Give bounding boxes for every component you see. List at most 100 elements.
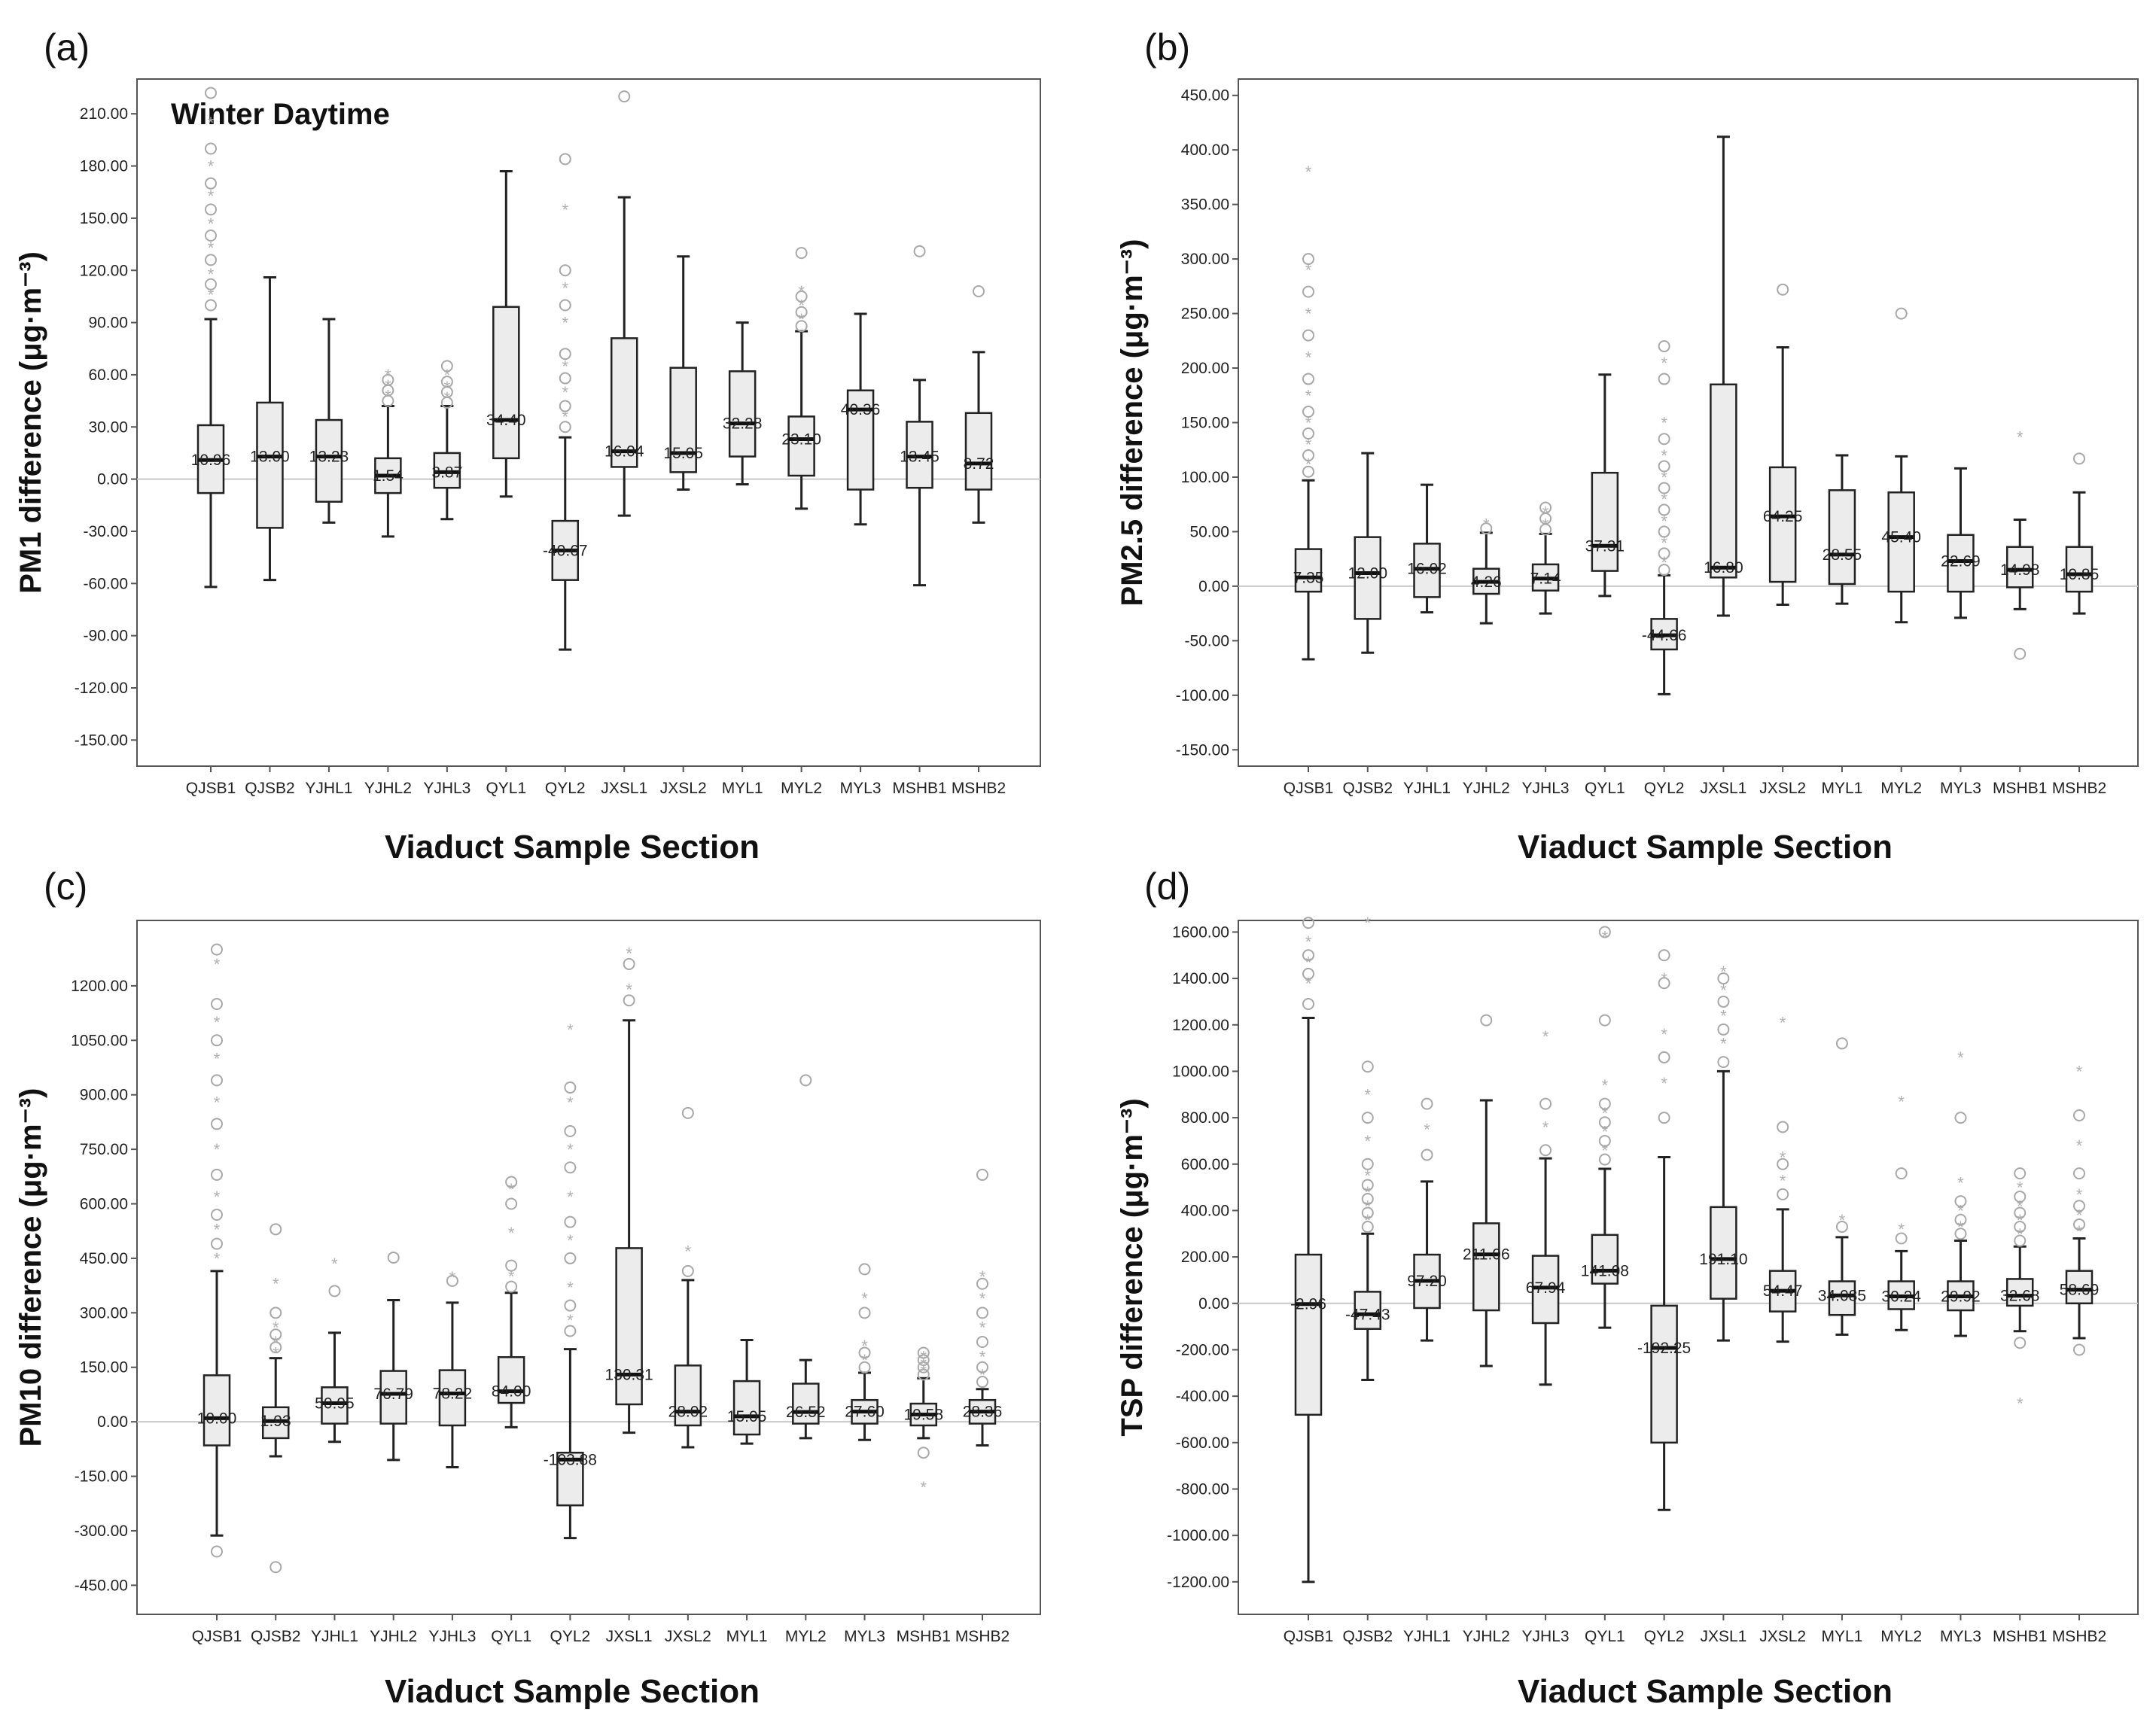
- extreme-point: *: [1305, 414, 1312, 433]
- median-value-label: 54.47: [1763, 1282, 1803, 1300]
- extreme-point: *: [2076, 1222, 2083, 1241]
- outlier-point: [1302, 427, 1314, 440]
- x-tick-label: MYL2: [781, 780, 822, 797]
- box-QJSB1: * * * * * * * 10.96 QJSB1: [186, 87, 236, 797]
- extreme-point: *: [1305, 261, 1312, 280]
- box-body: [964, 412, 993, 491]
- outlier-point: [1421, 1097, 1433, 1110]
- median-value-label: 10.00: [197, 1410, 237, 1427]
- extreme-point: *: [562, 407, 568, 426]
- median-value-label: 23.10: [781, 430, 821, 448]
- x-axis-title: Viaduct Sample Section: [1518, 1673, 1893, 1710]
- outlier-point: [1302, 373, 1314, 385]
- outlier-point: [1658, 433, 1670, 446]
- median-value-label: 10.96: [191, 452, 231, 469]
- extreme-point: *: [798, 296, 805, 315]
- panel-label: (a): [44, 26, 90, 68]
- outlier-point: [795, 247, 808, 260]
- median-value-label: 130.31: [604, 1366, 653, 1383]
- x-tick-label: QYL1: [1585, 1628, 1625, 1645]
- outlier-point: [505, 1280, 518, 1293]
- box-body: [732, 1380, 761, 1436]
- y-tick-label: -150.00: [75, 732, 128, 749]
- extreme-point: *: [1957, 1218, 1964, 1237]
- box-JXSL1: * * 130.31 JXSL1: [604, 944, 653, 1645]
- box-MYL3: 22.69 MYL3: [1940, 467, 1981, 797]
- box-YJHL3: * * 67.94 YJHL3: [1522, 1027, 1570, 1645]
- x-tick-label: QJSB2: [1343, 780, 1393, 797]
- extreme-point: *: [208, 239, 215, 257]
- extreme-point: *: [1602, 1141, 1609, 1160]
- box-body: [846, 389, 875, 491]
- box-JXSL1: 16.80 JXSL1: [1700, 135, 1746, 797]
- outlier-point: [795, 320, 808, 333]
- outlier-point: [1361, 1060, 1374, 1073]
- extreme-point: *: [920, 1478, 927, 1497]
- extreme-point: *: [1720, 981, 1727, 1000]
- extreme-point: *: [1661, 534, 1667, 552]
- box-MYL1: 15.05 MYL1: [726, 1339, 768, 1645]
- x-tick-label: MSHB2: [955, 1628, 1009, 1645]
- x-tick-label: QJSB2: [251, 1628, 301, 1645]
- x-tick-label: MYL1: [722, 780, 763, 797]
- box-body: [256, 401, 284, 529]
- y-tick-label: -800.00: [1176, 1480, 1229, 1498]
- box-YJHL2: * 4.26 YJHL2: [1463, 515, 1510, 797]
- y-tick-label: -600.00: [1176, 1434, 1229, 1452]
- x-tick-label: QJSB2: [245, 780, 295, 797]
- median-value-label: -103.88: [544, 1451, 597, 1468]
- outlier-point: [205, 177, 217, 190]
- extreme-point: *: [1898, 1093, 1905, 1112]
- y-tick-label: -150.00: [75, 1468, 128, 1486]
- extreme-point: *: [1898, 1220, 1905, 1239]
- box-body: [1591, 471, 1619, 572]
- x-tick-label: QYL1: [486, 780, 526, 797]
- outlier-point: [2014, 1337, 2027, 1349]
- box-body: [1947, 534, 1975, 593]
- box-JXSL1: 16.04 JXSL1: [601, 90, 647, 797]
- outlier-point: [1302, 917, 1314, 929]
- outlier-point: [1421, 1148, 1433, 1161]
- x-tick-label: MYL3: [1940, 1628, 1981, 1645]
- outlier-point: [211, 1168, 223, 1181]
- median-value-label: 13.00: [250, 449, 290, 466]
- outlier-point: [1302, 406, 1314, 418]
- outlier-point: [976, 1307, 988, 1319]
- outlier-point: [1658, 1051, 1670, 1063]
- median-value-label: 40.36: [841, 401, 881, 418]
- x-tick-label: JXSL2: [1759, 1628, 1806, 1645]
- extreme-point: *: [1661, 354, 1667, 373]
- outlier-point: [917, 1368, 930, 1381]
- outlier-point: [917, 1354, 930, 1367]
- x-tick-label: YJHL1: [305, 780, 352, 797]
- box-YJHL1: 13.23 YJHL1: [305, 318, 352, 797]
- extreme-point: *: [214, 955, 221, 974]
- x-tick-label: JXSL2: [1759, 780, 1806, 797]
- y-tick-label: 600.00: [1181, 1156, 1229, 1173]
- outlier-point: [505, 1176, 518, 1188]
- outlier-point: [2014, 1190, 2027, 1203]
- outlier-point: [270, 1341, 282, 1354]
- median-value-label: -47.43: [1345, 1306, 1390, 1323]
- outlier-point: [795, 306, 808, 318]
- extreme-point: *: [1780, 1148, 1786, 1167]
- extreme-point: *: [798, 310, 805, 329]
- outlier-point: [1658, 460, 1670, 473]
- median-value-label: 28.55: [1823, 546, 1862, 564]
- extreme-point: *: [1780, 1014, 1786, 1033]
- box-YJHL1: * 97.20 YJHL1: [1403, 1097, 1451, 1645]
- median-value-label: 19.58: [903, 1407, 943, 1424]
- x-tick-label: QJSB2: [1343, 1628, 1393, 1645]
- outlier-point: [1598, 1153, 1611, 1166]
- outlier-point: [440, 376, 453, 388]
- y-tick-label: 0.00: [1198, 578, 1229, 595]
- extreme-point: *: [1661, 1025, 1667, 1044]
- extreme-point: *: [1542, 1118, 1549, 1136]
- outlier-point: [1658, 525, 1670, 538]
- box-YJHL3: * 78.22 YJHL3: [428, 1268, 476, 1645]
- extreme-point: *: [1720, 963, 1727, 981]
- x-tick-label: YJHL2: [364, 780, 412, 797]
- plot-frame: [1238, 78, 2139, 767]
